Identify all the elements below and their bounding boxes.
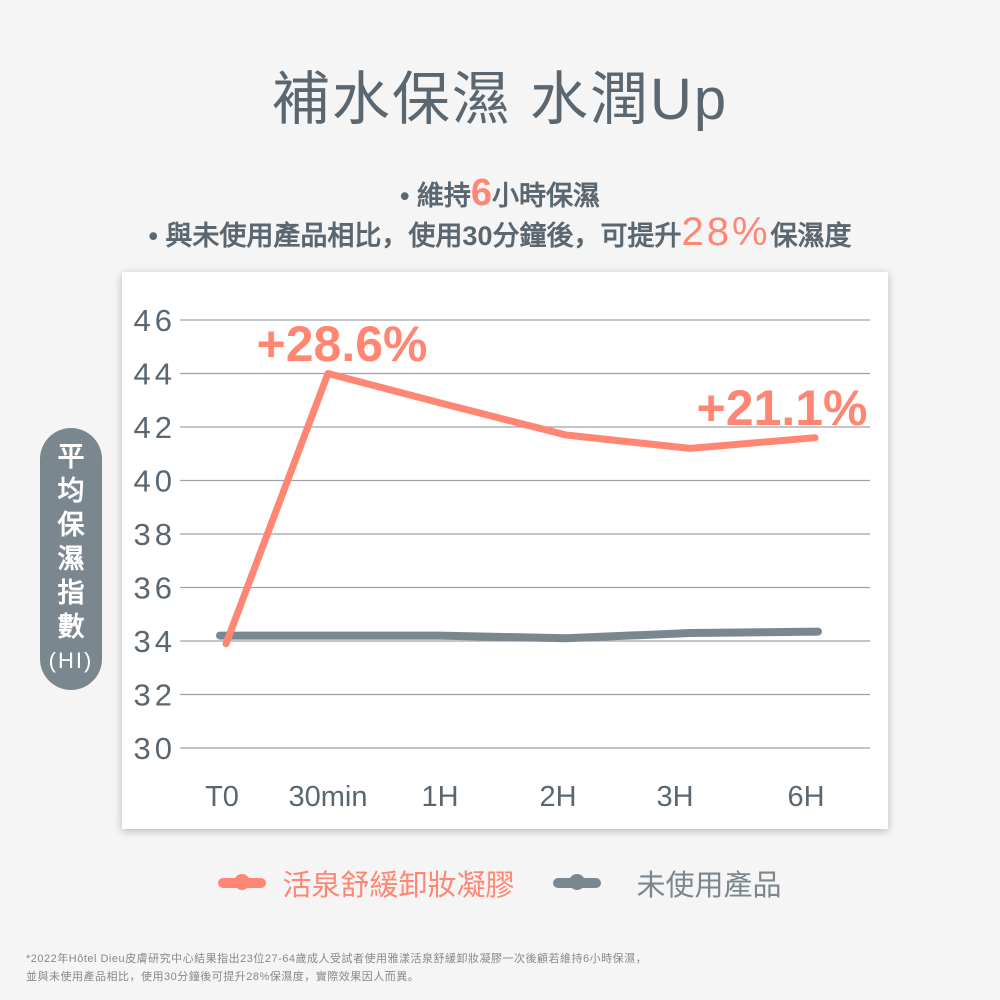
subtitle-1-highlight: 6: [470, 172, 493, 214]
legend-item-series2: 未使用產品: [552, 862, 782, 904]
subtitle-2-pre: • 與未使用產品相比，使用30分鐘後，可提升: [148, 221, 682, 251]
y-axis-label-char: 濕: [57, 544, 85, 574]
y-axis-label: 平均保濕指數 (HI): [40, 428, 102, 690]
page-title: 補水保濕 水潤Up: [271, 67, 729, 132]
y-tick-label: 44: [134, 357, 176, 392]
annotation-peak: +28.6%: [257, 316, 428, 372]
y-axis-label-char: 均: [57, 476, 85, 506]
y-tick-label: 36: [134, 571, 176, 606]
legend: 活泉舒緩卸妝凝膠 未使用產品: [0, 862, 1000, 904]
chart-card: [122, 272, 888, 829]
legend-item-series1: 活泉舒緩卸妝凝膠: [218, 862, 515, 904]
subtitle-2-post: 保濕度: [770, 221, 852, 251]
y-axis-label-text: 平均保濕指數: [58, 440, 85, 644]
y-axis-unit: (HI): [48, 648, 94, 673]
subtitle-2-highlight: 28%: [681, 210, 771, 254]
x-tick-label: 3H: [656, 781, 693, 813]
y-axis-label-char: 指: [57, 578, 85, 608]
y-tick-label: 40: [134, 464, 176, 499]
footnote-line-1: *2022年Hôtel Dieu皮膚研究中心結果指出23位27-64歲成人受試者…: [26, 953, 648, 965]
subtitle-1-pre: • 維持: [399, 181, 471, 211]
x-tick-label: 2H: [539, 781, 576, 813]
x-tick-label: 30min: [289, 781, 368, 813]
subtitle-1-post: 小時保濕: [492, 181, 601, 211]
legend-label-series2: 未使用產品: [636, 870, 782, 902]
x-tick-label: 6H: [787, 781, 824, 813]
y-tick-label: 34: [134, 624, 176, 659]
subtitle-line-2: • 與未使用產品相比，使用30分鐘後，可提升28%保濕度: [0, 210, 1000, 255]
subtitle-line-1: • 維持6小時保濕: [0, 172, 1000, 215]
y-tick-label: 30: [134, 731, 176, 766]
legend-line-marker-icon: [218, 874, 267, 890]
y-axis-label-char: 平: [57, 442, 85, 472]
series-line-control: [216, 627, 822, 643]
x-tick-label: T0: [205, 781, 239, 813]
y-axis-label-char: 保: [57, 510, 85, 540]
footnote: *2022年Hôtel Dieu皮膚研究中心結果指出23位27-64歲成人受試者…: [26, 950, 647, 986]
y-tick-label: 42: [134, 410, 176, 445]
legend-label-series1: 活泉舒緩卸妝凝膠: [282, 870, 515, 902]
legend-line-marker-icon: [552, 874, 601, 890]
y-tick-label: 32: [134, 678, 176, 713]
series-line-product: [222, 370, 819, 648]
footnote-line-2: 並與未使用產品相比，使用30分鐘後可提升28%保濕度，實際效果因人而異。: [26, 971, 420, 983]
y-tick-label: 46: [134, 303, 176, 338]
y-tick-label: 38: [134, 517, 176, 552]
x-tick-label: 1H: [421, 781, 458, 813]
y-axis-label-char: 數: [57, 612, 85, 642]
annotation-end: +21.1%: [697, 380, 868, 436]
